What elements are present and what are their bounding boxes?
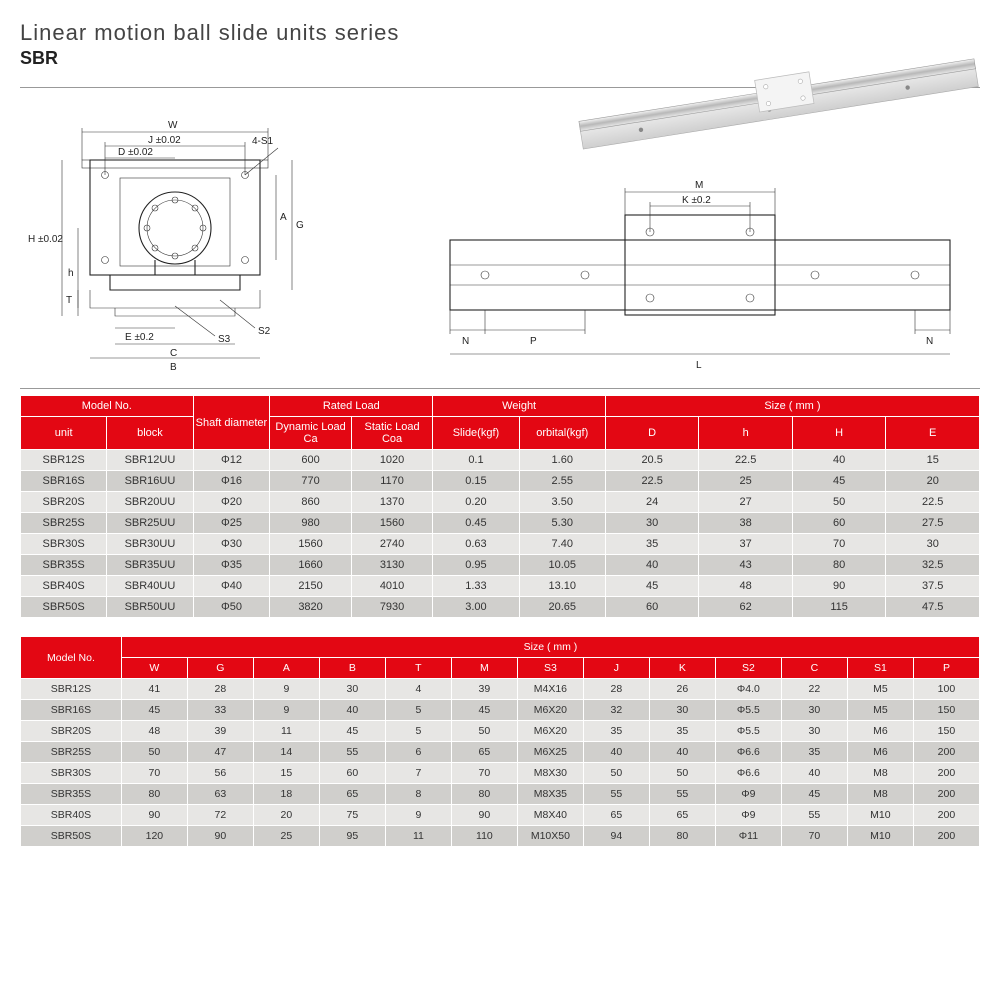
svg-text:G: G [296, 220, 304, 231]
table-row: SBR12S4128930439M4X162826Φ4.022M5100 [21, 679, 980, 700]
table-row: SBR35SSBR35UUΦ35166031300.9510.054043803… [21, 555, 980, 576]
top-view: M K ±0.2 N P N L [420, 100, 980, 370]
svg-text:J ±0.02: J ±0.02 [148, 135, 181, 146]
svg-text:S2: S2 [258, 326, 271, 337]
svg-text:h: h [68, 268, 74, 279]
svg-text:P: P [530, 336, 537, 347]
svg-text:T: T [66, 295, 72, 306]
table-row: SBR40SSBR40UUΦ40215040101.3313.104548903… [21, 576, 980, 597]
table-row: SBR16S4533940545M6X203230Φ5.530M5150 [21, 700, 980, 721]
table-row: SBR50SSBR50UUΦ50382079303.0020.656062115… [21, 597, 980, 618]
spec-table-1: Model No. Shaft diameter Rated Load Weig… [20, 395, 980, 618]
table-row: SBR35S80631865880M8X355555Φ945M8200 [21, 784, 980, 805]
table-row: SBR25SSBR25UUΦ2598015600.455.3030386027.… [21, 513, 980, 534]
svg-text:A: A [280, 212, 287, 223]
table-row: SBR12SSBR12UUΦ1260010200.11.6020.522.540… [21, 450, 980, 471]
svg-text:N: N [926, 336, 933, 347]
col-model: Model No. [21, 396, 194, 417]
svg-text:4-S1: 4-S1 [252, 136, 274, 147]
col-rated: Rated Load [270, 396, 433, 417]
svg-text:M: M [695, 180, 703, 191]
svg-text:C: C [170, 348, 177, 359]
svg-text:H ±0.02: H ±0.02 [28, 234, 63, 245]
table-row: SBR40S90722075990M8X406565Φ955M10200 [21, 805, 980, 826]
table-row: SBR30SSBR30UUΦ30156027400.637.4035377030 [21, 534, 980, 555]
svg-text:N: N [462, 336, 469, 347]
diagrams-row: W J ±0.02 4-S1 D ±0.02 A G H ±0.02 h T [20, 100, 980, 370]
table-row: SBR50S12090259511110M10X509480Φ1170M1020… [21, 826, 980, 847]
svg-text:K ±0.2: K ±0.2 [682, 195, 711, 206]
rail-photo [568, 40, 988, 160]
col-size: Size ( mm ) [605, 396, 979, 417]
table-row: SBR20S48391145550M6X203535Φ5.530M6150 [21, 721, 980, 742]
svg-text:D ±0.02: D ±0.02 [118, 147, 153, 158]
svg-text:W: W [168, 120, 178, 131]
table-row: SBR16SSBR16UUΦ1677011700.152.5522.525452… [21, 471, 980, 492]
svg-text:B: B [170, 362, 177, 373]
col-weight: Weight [433, 396, 606, 417]
col-model: Model No. [21, 637, 122, 679]
table-row: SBR20SSBR20UUΦ2086013700.203.5024275022.… [21, 492, 980, 513]
table-row: SBR25S50471455665M6X254040Φ6.635M6200 [21, 742, 980, 763]
svg-text:S3: S3 [218, 334, 231, 345]
col-size: Size ( mm ) [121, 637, 979, 658]
col-shaft: Shaft diameter [193, 396, 270, 450]
svg-text:L: L [696, 360, 702, 371]
table-row: SBR30S70561560770M8X305050Φ6.640M8200 [21, 763, 980, 784]
divider [20, 388, 980, 389]
spec-table-2: Model No. Size ( mm ) W G A B T M S3 J K… [20, 636, 980, 847]
svg-text:E ±0.2: E ±0.2 [125, 332, 154, 343]
front-view: W J ±0.02 4-S1 D ±0.02 A G H ±0.02 h T [20, 100, 320, 370]
